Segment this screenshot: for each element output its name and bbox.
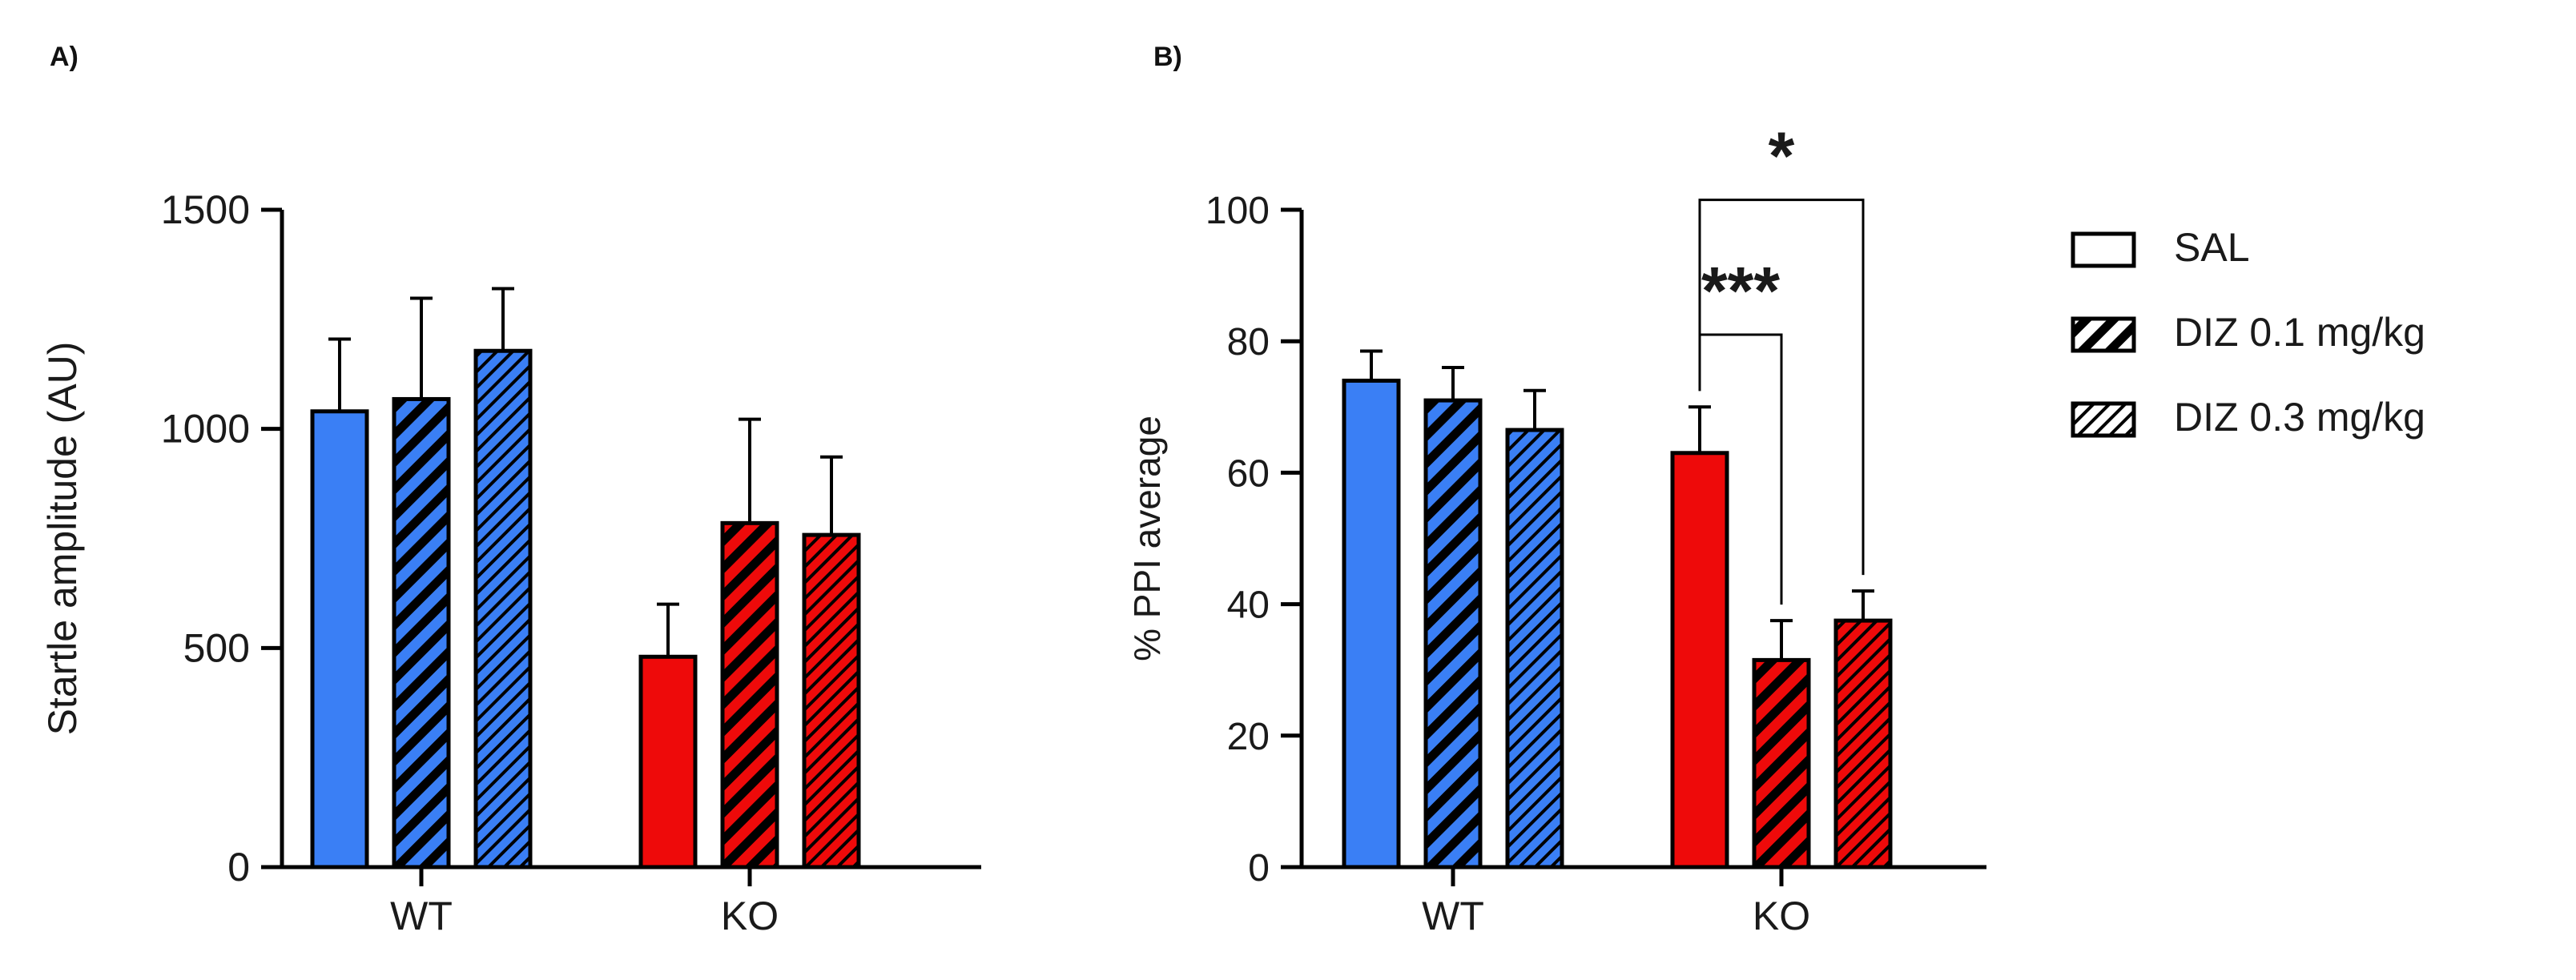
x-tick-label-a-wt: WT — [390, 894, 453, 938]
y-tick-label-a-2: 1000 — [161, 407, 250, 452]
bar-hatch-a-wt-2 — [476, 351, 530, 867]
x-tick-label-a-ko: KO — [721, 894, 779, 938]
y-axis-label-a: Startle amplitude (AU) — [40, 342, 85, 736]
bar-hatch-a-ko-1 — [722, 523, 777, 867]
y-tick-label-a-0: 0 — [227, 845, 250, 890]
y-tick-label-a-3: 1500 — [161, 187, 250, 232]
bar-hatch-a-ko-2 — [804, 535, 859, 867]
panel-a-label: A) — [50, 42, 78, 72]
chart-panel-a: 0 500 1000 1500 WT KO Startle amplitude (AU) — [40, 187, 981, 938]
y-axis-label-b: % PPI average — [1126, 416, 1168, 661]
bar-hatch-b-wt-1 — [1426, 400, 1480, 868]
bar-a-wt-0 — [312, 411, 367, 867]
legend: SAL DIZ 0.1 mg/kg DIZ 0.3 mg/kg — [2071, 225, 2425, 440]
legend-swatch-diz-0-1 — [2071, 316, 2136, 353]
bar-hatch-b-ko-1 — [1754, 660, 1809, 867]
bar-a-ko-0 — [641, 657, 695, 867]
y-tick-label-b-5: 100 — [1205, 190, 1270, 232]
legend-label-diz-0-1: DIZ 0.1 mg/kg — [2174, 310, 2425, 355]
bar-hatch-b-ko-2 — [1836, 621, 1890, 867]
bar-hatch-a-wt-1 — [394, 399, 449, 867]
bar-hatch-b-wt-2 — [1507, 430, 1562, 867]
y-tick-label-b-1: 20 — [1227, 716, 1270, 758]
significance-bracket-b-1 — [1698, 199, 1865, 576]
x-tick-label-b-ko: KO — [1753, 894, 1810, 938]
legend-swatch-diz-0-3 — [2071, 401, 2136, 438]
legend-label-sal: SAL — [2174, 225, 2250, 270]
legend-label-diz-0-3: DIZ 0.3 mg/kg — [2174, 395, 2425, 440]
y-tick-label-b-0: 0 — [1248, 847, 1270, 890]
y-tick-label-b-3: 60 — [1227, 452, 1270, 495]
x-tick-label-b-wt: WT — [1422, 894, 1484, 938]
y-tick-label-b-4: 80 — [1227, 321, 1270, 363]
bar-b-ko-0 — [1672, 452, 1727, 867]
legend-swatch-sal — [2071, 231, 2136, 268]
y-tick-label-b-2: 40 — [1227, 584, 1270, 627]
legend-item-diz-0-1: DIZ 0.1 mg/kg — [2071, 310, 2425, 355]
legend-item-diz-0-3: DIZ 0.3 mg/kg — [2071, 395, 2425, 440]
significance-label-b-1: * — [1769, 118, 1795, 194]
bar-b-wt-0 — [1344, 380, 1399, 868]
legend-item-sal: SAL — [2071, 225, 2250, 270]
y-tick-label-a-1: 500 — [183, 625, 250, 670]
significance-label-b-0: *** — [1701, 253, 1780, 328]
panel-b-label: B) — [1153, 42, 1182, 72]
